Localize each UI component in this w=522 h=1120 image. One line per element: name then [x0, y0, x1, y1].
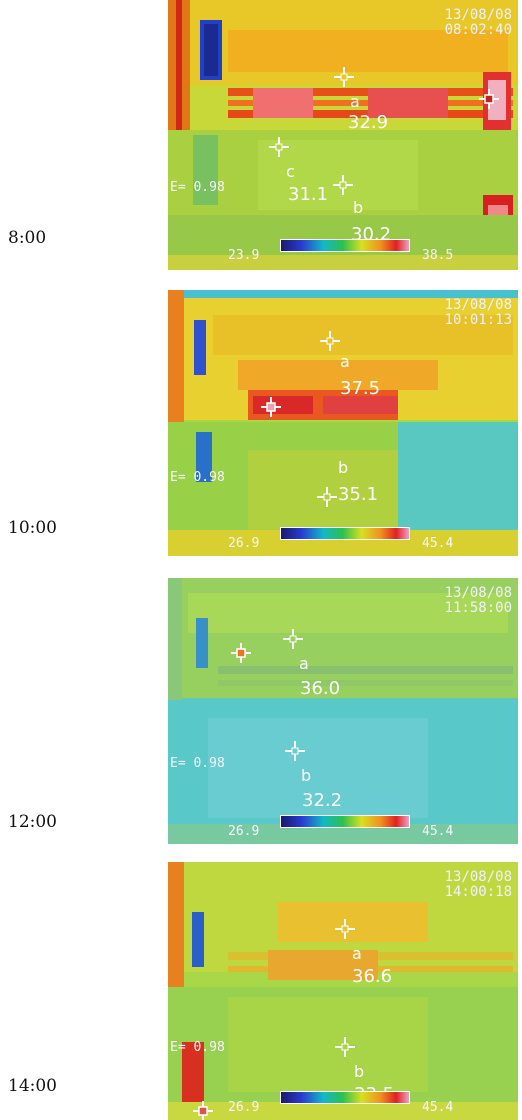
scale-min: 23.9	[228, 248, 260, 263]
crosshair-max-icon	[193, 1101, 213, 1120]
time-label-1200: 12:00	[8, 812, 57, 832]
crosshair-c-icon	[269, 137, 289, 157]
crosshair-max-icon	[231, 643, 251, 663]
timestamp-1200: 13/08/08 11:58:00	[444, 585, 512, 616]
emissivity-label: E= 0.98	[170, 756, 225, 771]
emissivity-label: E= 0.98	[170, 180, 225, 195]
point-b-value: 32.2	[302, 790, 343, 811]
point-a-label: a	[299, 654, 309, 673]
thermal-image-1200: 13/08/08 11:58:00 E= 0.98 a 36.0 b 32.2 2…	[168, 578, 518, 844]
thermal-image-1000: 13/08/08 10:01:13 E= 0.98 a 37.5 b 35.1 2…	[168, 290, 518, 556]
color-scale-bar	[280, 527, 410, 540]
timestamp-1400: 13/08/08 14:00:18	[444, 869, 512, 900]
crosshair-b-icon	[333, 175, 353, 195]
crosshair-a-icon	[334, 67, 354, 87]
thermal-scene-1000	[168, 290, 518, 556]
crosshair-max-icon	[261, 397, 281, 417]
point-b-label: b	[353, 198, 364, 217]
crosshair-b-icon	[335, 1037, 355, 1057]
thermal-image-0800: 13/08/08 08:02:40 E= 0.98 a 32.9 c 31.1 b…	[168, 0, 518, 270]
color-scale-bar	[280, 1091, 410, 1104]
color-scale-bar	[280, 815, 410, 828]
point-a-value: 37.5	[340, 378, 381, 399]
time-label-1400: 14:00	[8, 1076, 57, 1096]
emissivity-label: E= 0.98	[170, 470, 225, 485]
thermal-scene-1400	[168, 862, 518, 1120]
point-b-label: b	[301, 766, 312, 785]
emissivity-label: E= 0.98	[170, 1040, 225, 1055]
crosshair-a-icon	[335, 919, 355, 939]
point-a-label: a	[352, 944, 362, 963]
point-b-value: 35.1	[338, 484, 379, 505]
scale-max: 45.4	[422, 1100, 454, 1115]
scale-min: 26.9	[228, 824, 260, 839]
timestamp-1000: 13/08/08 10:01:13	[444, 297, 512, 328]
point-a-label: a	[340, 352, 350, 371]
scale-max: 38.5	[422, 248, 454, 263]
point-b-label: b	[354, 1062, 365, 1081]
crosshair-b-icon	[317, 487, 337, 507]
time-label-0800: 8:00	[8, 228, 47, 248]
point-b-label: b	[338, 458, 349, 477]
scale-min: 26.9	[228, 536, 260, 551]
point-c-label: c	[286, 162, 295, 181]
thermal-scene-0800	[168, 0, 518, 270]
point-a-value: 32.9	[348, 112, 389, 133]
point-a-value: 36.0	[300, 678, 341, 699]
scale-min: 26.9	[228, 1100, 260, 1115]
point-a-label: a	[350, 92, 360, 111]
timestamp-0800: 13/08/08 08:02:40	[444, 7, 512, 38]
crosshair-a-icon	[283, 629, 303, 649]
scale-max: 45.4	[422, 536, 454, 551]
crosshair-max-icon	[479, 89, 499, 109]
point-c-value: 31.1	[288, 184, 329, 205]
thermal-scene-1200	[168, 578, 518, 844]
scale-max: 45.4	[422, 824, 454, 839]
time-label-1000: 10:00	[8, 518, 57, 538]
crosshair-b-icon	[285, 741, 305, 761]
crosshair-a-icon	[320, 331, 340, 351]
color-scale-bar	[280, 239, 410, 252]
point-a-value: 36.6	[352, 966, 393, 987]
